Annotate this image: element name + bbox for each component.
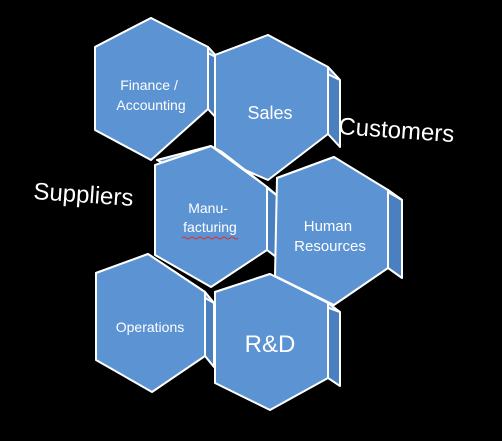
- hr-label-line-2: Resources: [294, 238, 366, 255]
- hexagon-sales: Sales: [214, 34, 341, 181]
- suppliers-label: Suppliers: [33, 178, 135, 212]
- hexagon-operations: Operations: [95, 253, 215, 393]
- sales-label: Sales: [247, 103, 292, 123]
- svg-text:Human Resources: Human Resources: [294, 218, 366, 255]
- hexagon-human-resources: Human Resources: [274, 156, 403, 306]
- spellcheck-underline: [181, 236, 239, 240]
- hexagon-finance-accounting: Finance / Accounting: [94, 17, 219, 161]
- operations-label: Operations: [116, 319, 184, 335]
- rnd-label: R&D: [245, 331, 296, 358]
- finance-label-line-2: Accounting: [116, 97, 185, 113]
- hr-label-line-1: Human: [304, 218, 352, 235]
- svg-text:Finance / Accounting: Finance / Accounting: [116, 77, 185, 113]
- svg-text:Manu- facturing: Manu- facturing: [183, 200, 237, 235]
- finance-label-line-1: Finance /: [120, 77, 178, 93]
- manufacturing-label-line-1: Manu-: [188, 200, 228, 216]
- customers-label: Customers: [338, 113, 456, 148]
- manufacturing-label-line-2: facturing: [183, 219, 237, 235]
- hexagon-rnd: R&D: [214, 273, 341, 411]
